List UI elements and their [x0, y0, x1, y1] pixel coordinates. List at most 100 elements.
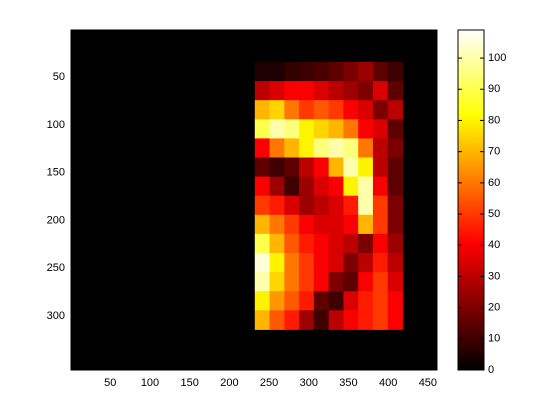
x-tick-label: 150: [181, 377, 199, 389]
heatmap-cell: [254, 195, 271, 216]
heatmap-cell: [299, 291, 315, 311]
heatmap-cell: [299, 61, 315, 82]
heatmap-cell: [299, 157, 315, 178]
heatmap-cell: [372, 61, 389, 82]
heatmap-cell: [358, 119, 374, 139]
x-tick-label: 200: [220, 377, 238, 389]
heatmap-cell: [358, 214, 374, 235]
heatmap-cell: [328, 310, 344, 330]
heatmap-cell: [269, 61, 285, 82]
heatmap-cell: [328, 138, 344, 158]
heatmap-cell: [299, 253, 315, 273]
heatmap-cell: [343, 253, 359, 273]
heatmap-cell: [328, 119, 344, 139]
heatmap-cell: [254, 291, 271, 311]
colorbar-tick-label: 100: [488, 52, 506, 64]
heatmap-cell: [358, 138, 374, 158]
heatmap-cell: [299, 233, 315, 254]
heatmap-cell: [284, 100, 300, 120]
heatmap-cell: [299, 100, 315, 120]
heatmap-cell: [254, 138, 271, 158]
heatmap-cell: [284, 119, 300, 139]
heatmap-cell: [284, 157, 300, 178]
heatmap-cell: [269, 253, 285, 273]
heatmap-cell: [313, 157, 330, 178]
heatmap-cell: [343, 291, 359, 311]
heatmap-cell: [358, 291, 374, 311]
x-tick-label: 50: [104, 377, 116, 389]
heatmap-cell: [343, 100, 359, 120]
heatmap-cell: [343, 81, 359, 101]
colorbar-tick-label: 70: [488, 146, 500, 158]
heatmap-cell: [299, 214, 315, 235]
heatmap-cell: [358, 310, 374, 330]
y-tick-label: 200: [47, 214, 65, 226]
heatmap-cell: [358, 100, 374, 120]
heatmap-cell: [372, 138, 389, 158]
heatmap-cell: [284, 61, 300, 82]
heatmap-cell: [313, 253, 330, 273]
heatmap-cell: [269, 157, 285, 178]
y-tick-label: 150: [47, 167, 65, 179]
heatmap-cell: [269, 272, 285, 292]
heatmap-cell: [284, 138, 300, 158]
heatmap-cell: [328, 291, 344, 311]
heatmap-cell: [372, 253, 389, 273]
x-tick-label: 450: [419, 377, 437, 389]
heatmap-cell: [299, 119, 315, 139]
heatmap-cell: [358, 61, 374, 82]
heatmap-cell: [387, 310, 403, 330]
heatmap-cell: [358, 272, 374, 292]
heatmap-cell: [254, 119, 271, 139]
colorbar-tick-label: 60: [488, 177, 500, 189]
colorbar-tick-label: 20: [488, 302, 500, 314]
heatmap-cell: [328, 272, 344, 292]
heatmap-cell: [254, 81, 271, 101]
heatmap-cell: [254, 272, 271, 292]
heatmap-cell: [313, 138, 330, 158]
heatmap-cell: [358, 195, 374, 216]
heatmap-cell: [313, 291, 330, 311]
heatmap-cell: [328, 157, 344, 178]
heatmap-cell: [299, 138, 315, 158]
heatmap-cell: [299, 81, 315, 101]
heatmap-cell: [387, 119, 403, 139]
heatmap-cell: [284, 81, 300, 101]
heatmap-cell: [387, 138, 403, 158]
heatmap-cell: [313, 100, 330, 120]
heatmap-cell: [313, 119, 330, 139]
axes-frame: [70, 29, 438, 371]
heatmap-cell: [254, 233, 271, 254]
heatmap-cell: [358, 157, 374, 178]
heatmap-cell: [387, 272, 403, 292]
heatmap-cell: [343, 176, 359, 197]
heatmap-cell: [299, 310, 315, 330]
heatmap-cell: [343, 195, 359, 216]
heatmap-cell: [269, 195, 285, 216]
heatmap-cell: [328, 233, 344, 254]
colorbar-tick-label: 80: [488, 114, 500, 126]
heatmap-cell: [372, 100, 389, 120]
heatmap-cell: [387, 81, 403, 101]
heatmap-cell: [372, 119, 389, 139]
heatmap-cell: [343, 138, 359, 158]
heatmap-cell: [313, 233, 330, 254]
heatmap-cell: [328, 214, 344, 235]
heatmap-cell: [269, 214, 285, 235]
colorbar-tick-label: 50: [488, 208, 500, 220]
colorbar-tick-label: 10: [488, 333, 500, 345]
heatmap-cell: [372, 195, 389, 216]
heatmap-cell: [299, 176, 315, 197]
heatmap-cell: [372, 233, 389, 254]
heatmap-cell: [254, 310, 271, 330]
heatmap-cell: [313, 272, 330, 292]
heatmap-cell: [387, 176, 403, 197]
heatmap-cell: [328, 253, 344, 273]
heatmap-cell: [313, 61, 330, 82]
heatmap-cell: [269, 138, 285, 158]
heatmap-cell: [284, 310, 300, 330]
heatmap-cell: [284, 272, 300, 292]
heatmap-cell: [313, 214, 330, 235]
heatmap-cell: [328, 176, 344, 197]
